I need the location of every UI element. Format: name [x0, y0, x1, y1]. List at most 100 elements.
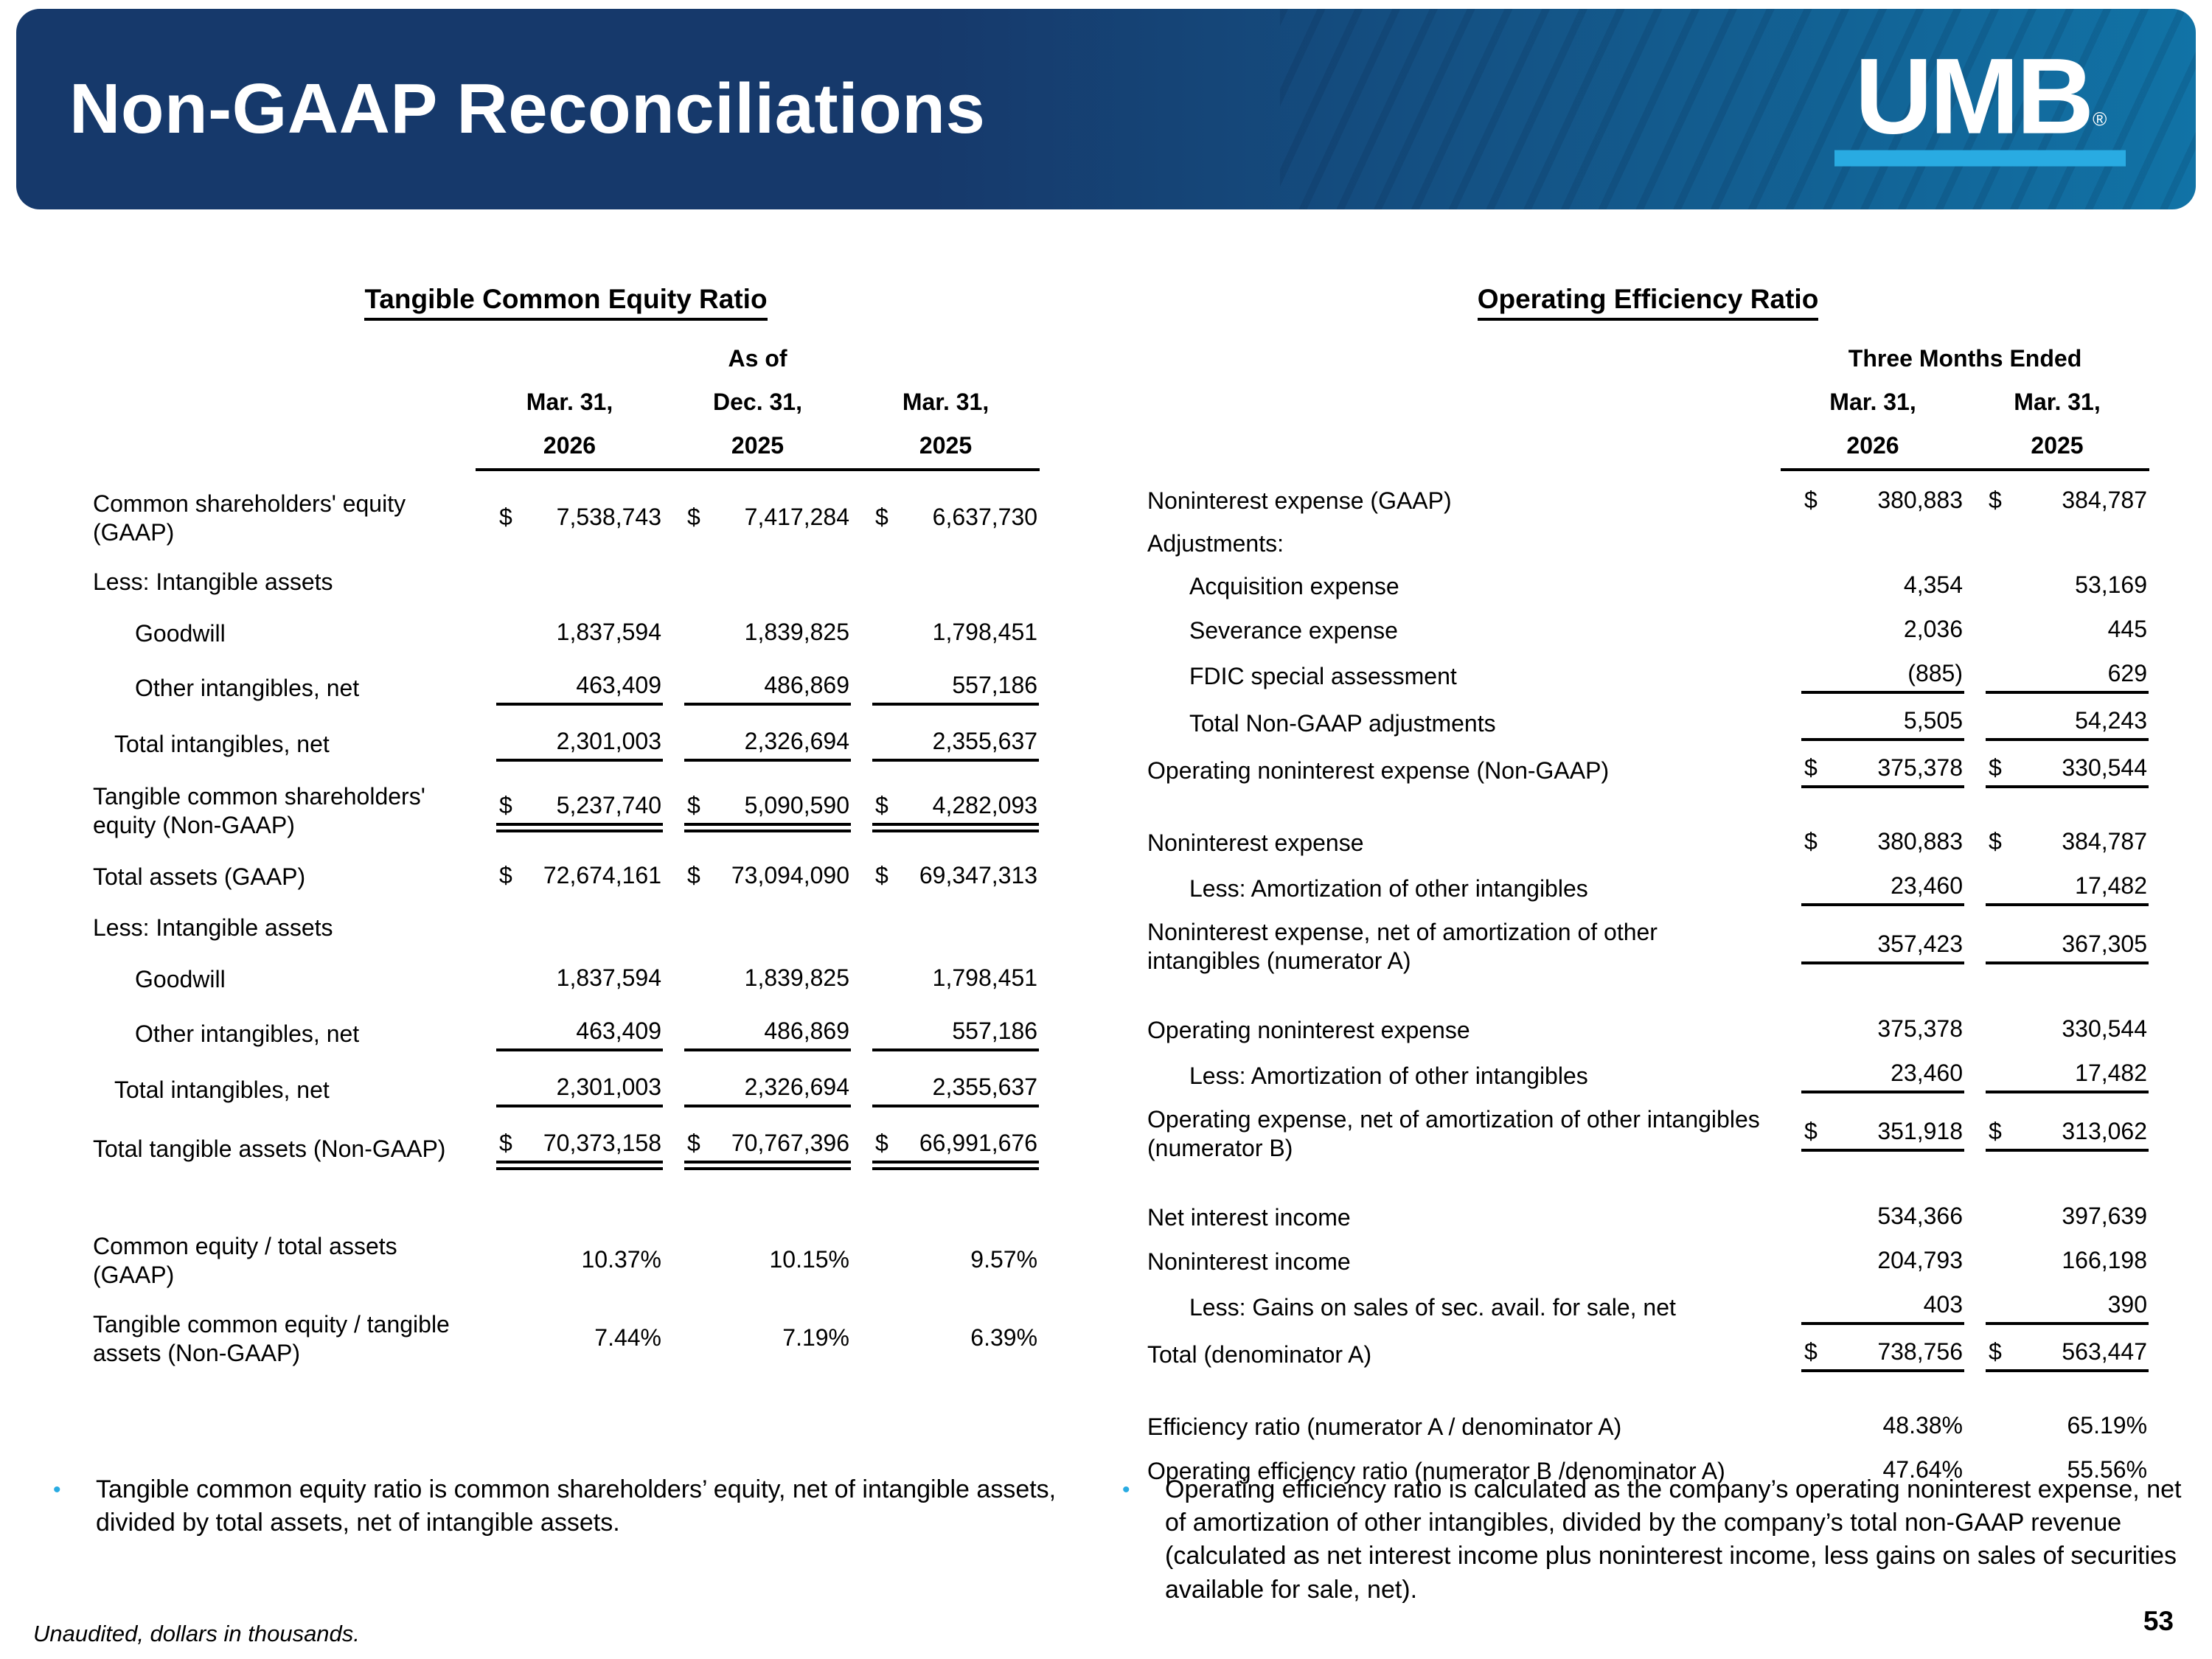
right-table-title: Operating Efficiency Ratio: [1147, 284, 2149, 321]
cell-value: 2,355,637: [852, 1062, 1040, 1118]
currency-symbol: $: [1989, 1338, 2002, 1366]
table-row: Tangible common shareholders' equity (No…: [92, 772, 1040, 850]
table-row: Noninterest expense $380,883 $384,787: [1147, 794, 2149, 865]
column-header-year: 2025: [1965, 424, 2150, 479]
cell-value: $351,918: [1781, 1099, 1965, 1169]
table-row: Goodwill 1,837,594 1,839,825 1,798,451: [92, 953, 1040, 1006]
cell-value: $738,756: [1781, 1331, 1965, 1378]
currency-symbol: $: [875, 862, 888, 889]
table-row: Total intangibles, net 2,301,003 2,326,694…: [92, 1062, 1040, 1118]
span-header: Three Months Ended: [1848, 345, 2082, 372]
row-label: Operating noninterest expense (Non-GAAP): [1147, 757, 1610, 784]
cell-value: 10.15%: [769, 1246, 849, 1273]
cell-value: 557,186: [852, 660, 1040, 716]
table-row: Adjustments:: [1147, 524, 2149, 564]
row-label: Less: Amortization of other intangibles: [1189, 1062, 1588, 1089]
table-row: Operating expense, net of amortization o…: [1147, 1099, 2149, 1169]
currency-symbol: $: [1804, 754, 1818, 782]
table-year-header-row: 2026 2025 2025: [92, 424, 1040, 479]
currency-symbol: $: [1989, 754, 2002, 782]
table-row: Total Non-GAAP adjustments 5,505 54,243: [1147, 700, 2149, 747]
cell-value: $70,373,158: [476, 1118, 664, 1180]
footnote-right-text: Operating efficiency ratio is calculated…: [1165, 1475, 2182, 1604]
table-row: Severance expense 2,036 445: [1147, 608, 2149, 653]
row-label: Severance expense: [1189, 616, 1398, 644]
table-row: Goodwill 1,837,594 1,839,825 1,798,451: [92, 607, 1040, 660]
cell-value: [476, 557, 664, 607]
table-year-header-row: 2026 2025: [1147, 424, 2150, 479]
row-label: Other intangibles, net: [135, 674, 360, 701]
row-label: Total tangible assets (Non-GAAP): [93, 1135, 446, 1163]
table-row: Operating noninterest expense 375,378 330,…: [1147, 981, 2149, 1052]
table-span-header-row: Three Months Ended: [1147, 337, 2149, 380]
column-header-month: Mar. 31,: [902, 389, 990, 415]
cell-value: $4,282,093: [852, 772, 1040, 850]
cell-value: [476, 903, 664, 953]
row-label: Tangible common equity / tangible assets…: [93, 1311, 450, 1367]
cell-value: 65.19%: [2067, 1412, 2148, 1439]
row-label: Noninterest expense (GAAP): [1147, 487, 1452, 515]
cell-value: 2,036: [1903, 616, 1963, 643]
cell-value: $563,447: [1965, 1331, 2149, 1378]
cell-value: 53,169: [2075, 571, 2148, 599]
table-row: Operating noninterest expense (Non-GAAP)…: [1147, 747, 2149, 794]
cell-value: 397,639: [2062, 1203, 2148, 1230]
cell-value: 330,544: [2062, 1015, 2148, 1043]
table-row: Total (denominator A) $738,756 $563,447: [1147, 1331, 2149, 1378]
cell-value: 445: [2107, 616, 2148, 643]
cell-value: 23,460: [1781, 1052, 1965, 1099]
currency-symbol: $: [499, 862, 512, 889]
tangible-common-equity-section: Tangible Common Equity Ratio As of Mar. 3…: [92, 284, 1040, 1378]
cell-value: 2,301,003: [476, 716, 664, 772]
unaudited-note: Unaudited, dollars in thousands.: [33, 1621, 360, 1646]
table-row: Common equity / total assets (GAAP) 10.37…: [92, 1180, 1040, 1300]
umb-logo: UMB®: [1834, 42, 2126, 167]
row-label: Less: Intangible assets: [93, 914, 333, 942]
currency-symbol: $: [687, 1130, 700, 1157]
footnote-left-text: Tangible common equity ratio is common s…: [96, 1475, 1057, 1537]
page-title: Non-GAAP Reconciliations: [69, 69, 986, 148]
row-label: Other intangibles, net: [135, 1020, 360, 1047]
cell-value: $69,347,313: [875, 862, 1038, 889]
left-table-title: Tangible Common Equity Ratio: [92, 284, 1040, 321]
row-label: Less: Intangible assets: [93, 568, 333, 596]
currency-symbol: $: [499, 791, 512, 818]
cell-value: 9.57%: [970, 1246, 1038, 1273]
table-row: Net interest income 534,366 397,639: [1147, 1169, 2149, 1239]
cell-value: $6,637,730: [875, 504, 1038, 531]
cell-value: 204,793: [1877, 1247, 1963, 1274]
operating-efficiency-section: Operating Efficiency Ratio Three Months …: [1147, 284, 2150, 1493]
oer-table: Three Months Ended Mar. 31, Mar. 31, 2026 20…: [1147, 337, 2150, 1493]
currency-symbol: $: [687, 504, 700, 531]
column-header-year: 2026: [1781, 424, 1965, 479]
row-label: Less: Amortization of other intangibles: [1189, 874, 1588, 902]
cell-value: $330,544: [1965, 747, 2149, 794]
umb-logo-letters: UMB: [1854, 35, 2094, 156]
header-banner: Non-GAAP Reconciliations UMB®: [16, 9, 2196, 209]
cell-value: [1965, 524, 2149, 564]
row-label: Adjustments:: [1147, 530, 1284, 557]
column-header-month: Mar. 31,: [526, 389, 613, 415]
cell-value: $384,787: [1989, 828, 2148, 855]
table-span-header-row: As of: [92, 337, 1040, 380]
cell-value: [852, 903, 1040, 953]
cell-value: $70,767,396: [664, 1118, 852, 1180]
cell-value: $380,883: [1804, 828, 1963, 855]
cell-value: 463,409: [476, 660, 664, 716]
cell-value: $73,094,090: [687, 862, 849, 889]
cell-value: 1,839,825: [744, 619, 849, 646]
column-header-month: Mar. 31,: [2014, 389, 2101, 415]
table-row: Other intangibles, net 463,409 486,869 557,…: [92, 660, 1040, 716]
cell-value: $5,090,590: [664, 772, 852, 850]
row-label: Goodwill: [135, 619, 226, 647]
cell-value: $7,538,743: [499, 504, 661, 531]
tce-table: As of Mar. 31, Dec. 31, Mar. 31, 2026 2025 202…: [92, 337, 1040, 1378]
span-header: As of: [728, 345, 787, 372]
column-header-year: 2026: [476, 424, 664, 479]
cell-value: 486,869: [664, 1006, 852, 1062]
cell-value: 390: [1965, 1284, 2149, 1331]
cell-value: (885): [1781, 653, 1965, 700]
cell-value: 7.44%: [594, 1324, 661, 1352]
cell-value: 357,423: [1781, 912, 1965, 981]
row-label: Common equity / total assets (GAAP): [93, 1233, 397, 1289]
